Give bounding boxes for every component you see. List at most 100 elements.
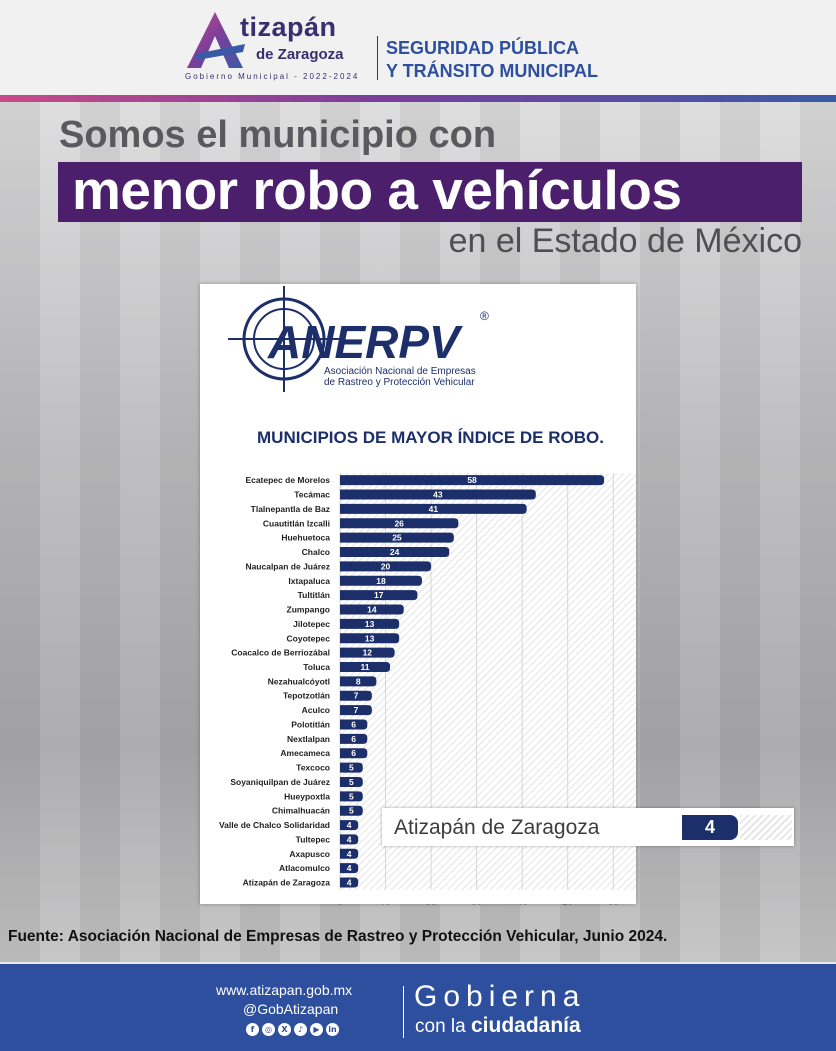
bar-value-label: 6 — [351, 719, 356, 729]
bar-value-label: 6 — [351, 734, 356, 744]
headline-line-2: menor robo a vehículos — [72, 159, 682, 221]
category-label: Soyaniquilpan de Juárez — [230, 777, 330, 787]
x-tick-label: 60 — [608, 904, 620, 905]
category-label: Tepotzotlán — [283, 691, 330, 701]
slogan-con-la: con la — [415, 1016, 466, 1037]
category-label: Ecatepec de Morelos — [245, 475, 330, 485]
category-label: Toluca — [303, 662, 330, 672]
bar — [340, 590, 418, 601]
bar — [340, 647, 395, 658]
x-icon[interactable]: X — [278, 1023, 291, 1036]
category-label: Ixtapaluca — [288, 576, 330, 586]
header-divider — [377, 36, 378, 80]
category-label: Chimalhuacán — [272, 806, 330, 816]
callout-bar — [682, 815, 738, 840]
bar — [340, 719, 368, 730]
bar — [340, 561, 432, 572]
bar — [340, 676, 377, 687]
source-note: Fuente: Asociación Nacional de Empresas … — [8, 928, 668, 945]
department-name: SEGURIDAD PÚBLICA Y TRÁNSITO MUNICIPAL — [386, 37, 598, 83]
bar-value-label: 12 — [363, 648, 373, 658]
bar — [340, 690, 372, 701]
category-label: Tultepec — [296, 834, 331, 844]
bar — [340, 705, 372, 716]
bar-value-label: 18 — [376, 576, 386, 586]
footer-divider — [403, 986, 404, 1038]
linkedin-icon[interactable]: in — [326, 1023, 339, 1036]
bar-value-label: 4 — [347, 820, 352, 830]
category-label: Tlalnepantla de Baz — [251, 504, 330, 514]
bar-value-label: 17 — [374, 590, 384, 600]
category-label: Amecameca — [280, 748, 330, 758]
bar — [340, 762, 363, 773]
callout-hatch — [740, 815, 792, 840]
youtube-icon[interactable]: ▶ — [310, 1023, 323, 1036]
category-label: Chalco — [302, 547, 330, 557]
footer — [0, 964, 836, 1051]
bar — [340, 618, 400, 629]
bar — [340, 733, 368, 744]
atizapan-logo-icon — [187, 12, 245, 68]
anerpv-registered: ® — [480, 309, 489, 323]
category-label: Nezahualcóyotl — [268, 676, 330, 686]
bar-value-label: 41 — [429, 504, 439, 514]
bar — [340, 791, 363, 802]
category-label: Atizapán de Zaragoza — [243, 878, 331, 888]
brand-tagline: Gobierno Municipal - 2022-2024 — [185, 72, 360, 81]
category-label: Nextlalpan — [287, 734, 330, 744]
bar-value-label: 4 — [347, 878, 352, 888]
category-label: Aculco — [302, 705, 330, 715]
x-tick-label: 30 — [471, 904, 483, 905]
anerpv-full-name: Asociación Nacional de Empresas de Rastr… — [324, 366, 476, 388]
headline-line-1: Somos el municipio con — [59, 114, 497, 156]
bar-value-label: 5 — [349, 806, 354, 816]
bar-value-label: 5 — [349, 763, 354, 773]
bar — [340, 503, 527, 514]
instagram-icon[interactable]: ◎ — [262, 1023, 275, 1036]
bar — [340, 848, 359, 859]
facebook-icon[interactable]: f — [246, 1023, 259, 1036]
bar-value-label: 4 — [347, 834, 352, 844]
x-tick-label: 0 — [337, 904, 343, 905]
department-line-1: SEGURIDAD PÚBLICA — [386, 38, 580, 58]
bar — [340, 604, 404, 615]
bar-value-label: 7 — [354, 691, 359, 701]
bar-value-label: 25 — [392, 533, 402, 543]
category-label: Coacalco de Berriozábal — [231, 648, 330, 658]
social-icons: f ◎ X ♪ ▶ in — [246, 1023, 339, 1036]
bar-value-label: 7 — [354, 705, 359, 715]
bar-value-label: 13 — [365, 633, 375, 643]
bar-value-label: 6 — [351, 748, 356, 758]
bar — [340, 489, 536, 500]
bar — [340, 776, 363, 787]
bar-value-label: 14 — [367, 605, 377, 615]
category-label: Polotitlán — [291, 719, 330, 729]
bar-value-label: 8 — [356, 676, 361, 686]
bar-value-label: 4 — [347, 849, 352, 859]
category-label: Hueypoxtla — [284, 791, 330, 801]
bar — [340, 877, 359, 888]
slogan-secondary: con la ciudadanía — [415, 1014, 581, 1038]
bar — [340, 532, 454, 543]
anerpv-name-line-2: de Rastreo y Protección Vehicular — [324, 377, 475, 388]
bar-value-label: 5 — [349, 791, 354, 801]
callout-label: Atizapán de Zaragoza — [394, 816, 600, 839]
bar-value-label: 13 — [365, 619, 375, 629]
bar-value-label: 24 — [390, 547, 400, 557]
category-label: Tultitlán — [298, 590, 330, 600]
slogan-ciudadania: ciudadanía — [470, 1014, 581, 1037]
category-label: Naucalpan de Juárez — [245, 561, 330, 571]
category-label: Jilotepec — [293, 619, 330, 629]
x-tick-label: 10 — [380, 904, 392, 905]
bar-value-label: 43 — [433, 490, 443, 500]
bar — [340, 547, 450, 558]
bar — [340, 575, 422, 586]
bar — [340, 475, 605, 486]
website-link[interactable]: www.atizapan.gob.mx — [216, 982, 353, 998]
tiktok-icon[interactable]: ♪ — [294, 1023, 307, 1036]
bar — [340, 834, 359, 845]
bar — [340, 805, 363, 816]
department-line-2: Y TRÁNSITO MUNICIPAL — [386, 61, 599, 81]
x-tick-label: 20 — [426, 904, 438, 905]
social-handle[interactable]: @GobAtizapan — [243, 1001, 339, 1017]
